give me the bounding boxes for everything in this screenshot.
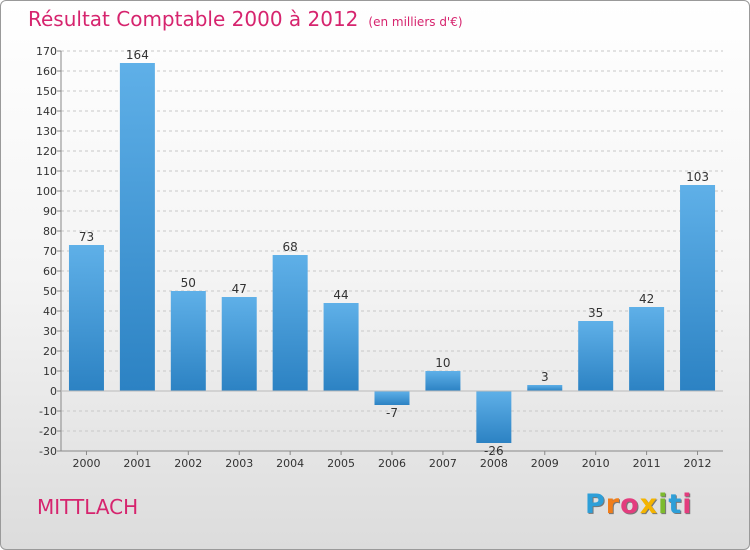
data-label: 10 <box>435 356 450 370</box>
y-tick-label: 90 <box>43 205 57 218</box>
y-tick-label: 50 <box>43 285 57 298</box>
bar <box>323 303 359 391</box>
y-tick-label: -30 <box>39 445 57 458</box>
bar <box>425 371 461 391</box>
y-tick-label: 20 <box>43 345 57 358</box>
y-tick-label: 120 <box>36 145 57 158</box>
y-tick-label: 10 <box>43 365 57 378</box>
x-tick-label: 2009 <box>531 457 559 470</box>
data-label: 103 <box>686 170 709 184</box>
x-tick-label: 2012 <box>684 457 712 470</box>
chart-title: Résultat Comptable 2000 à 2012 <box>28 7 359 31</box>
data-label: 42 <box>639 292 654 306</box>
chart-unit: (en milliers d'€) <box>368 15 463 29</box>
data-label: 73 <box>79 230 94 244</box>
x-tick-label: 2005 <box>327 457 355 470</box>
x-tick-label: 2006 <box>378 457 406 470</box>
data-label: 164 <box>126 48 149 62</box>
data-label: 44 <box>333 288 348 302</box>
y-tick-label: 170 <box>36 45 57 58</box>
x-tick-label: 2001 <box>123 457 151 470</box>
y-tick-label: 140 <box>36 105 57 118</box>
y-tick-label: 130 <box>36 125 57 138</box>
data-label: -7 <box>386 406 398 420</box>
logo-letter: P <box>585 489 606 520</box>
proxiti-logo: Proxiti <box>585 489 693 520</box>
bar <box>578 321 614 391</box>
y-tick-label: 30 <box>43 325 57 338</box>
data-label: 68 <box>283 240 298 254</box>
y-tick-label: 80 <box>43 225 57 238</box>
bar <box>68 245 104 391</box>
y-tick-label: 70 <box>43 245 57 258</box>
bar <box>629 307 665 391</box>
x-tick-label: 2011 <box>633 457 661 470</box>
x-tick-label: 2002 <box>174 457 202 470</box>
x-tick-label: 2007 <box>429 457 457 470</box>
bar <box>272 255 308 391</box>
y-tick-label: 150 <box>36 85 57 98</box>
chart-title-block: Résultat Comptable 2000 à 2012 (en millie… <box>28 7 463 31</box>
logo-letter: t <box>668 489 683 520</box>
bar <box>680 185 716 391</box>
x-tick-label: 2010 <box>582 457 610 470</box>
y-tick-label: 60 <box>43 265 57 278</box>
data-label: 47 <box>232 282 247 296</box>
bar <box>221 297 257 391</box>
logo-letter: i <box>658 489 669 520</box>
data-label: 50 <box>181 276 196 290</box>
y-tick-label: 160 <box>36 65 57 78</box>
y-tick-label: 0 <box>50 385 57 398</box>
x-tick-label: 2008 <box>480 457 508 470</box>
y-tick-label: -20 <box>39 425 57 438</box>
logo-letter: i <box>682 489 693 520</box>
x-tick-label: 2003 <box>225 457 253 470</box>
x-tick-label: 2000 <box>72 457 100 470</box>
logo-letter: x <box>639 489 659 520</box>
data-label: 3 <box>541 370 549 384</box>
city-name: MITTLACH <box>37 495 139 519</box>
bar <box>476 391 512 443</box>
y-tick-label: 110 <box>36 165 57 178</box>
x-tick-label: 2004 <box>276 457 304 470</box>
logo-letter: o <box>620 489 640 520</box>
bar <box>170 291 206 391</box>
data-label: 35 <box>588 306 603 320</box>
y-tick-label: -10 <box>39 405 57 418</box>
bar <box>527 385 563 391</box>
y-tick-label: 100 <box>36 185 57 198</box>
logo-letter: r <box>605 489 621 520</box>
y-tick-label: 40 <box>43 305 57 318</box>
bar <box>119 63 155 391</box>
bar <box>374 391 410 405</box>
